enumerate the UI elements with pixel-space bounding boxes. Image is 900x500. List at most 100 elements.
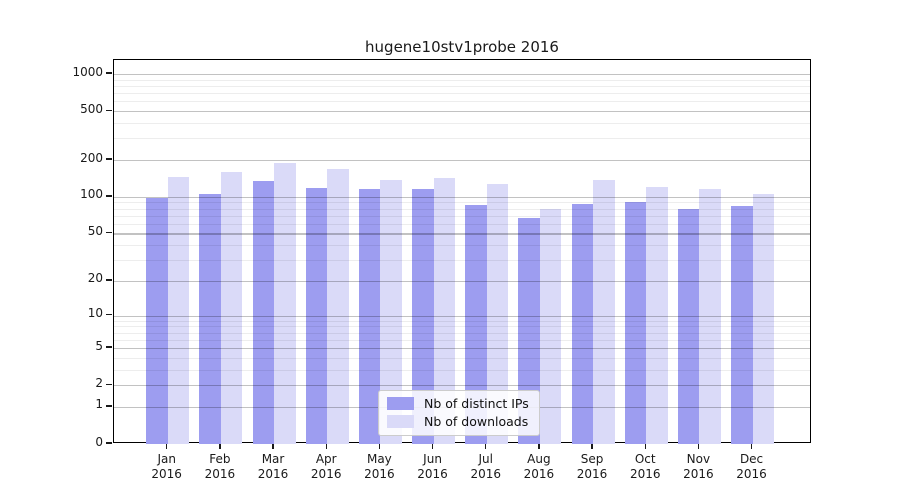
bar-downloads-apr: [327, 169, 349, 444]
bar-distinct-ips-jan: [146, 198, 168, 444]
gridline-minor-800: [114, 85, 810, 87]
x-tick-feb: [219, 444, 221, 449]
y-tick-label-20: 20: [87, 271, 103, 286]
x-tick-dec: [750, 444, 753, 449]
y-tick-50: [106, 231, 112, 234]
x-tick-label-apr: Apr 2016: [310, 452, 342, 481]
gridline-major-100: [114, 196, 810, 199]
x-tick-label-sep: Sep 2016: [576, 452, 608, 481]
x-tick-jun: [431, 444, 434, 449]
x-tick-may: [378, 444, 381, 449]
gridline-minor-70: [114, 215, 810, 217]
y-tick-5: [106, 346, 112, 348]
gridline-major-1000: [114, 74, 810, 76]
y-tick-10: [106, 313, 112, 316]
gridline-minor-6: [114, 339, 810, 341]
gridline-major-500: [114, 111, 810, 113]
bar-distinct-ips-apr: [305, 188, 328, 444]
x-tick-jan: [166, 444, 168, 449]
y-tick-label-1000: 1000: [72, 64, 103, 79]
bar-distinct-ips-dec: [731, 206, 753, 444]
bar-distinct-ips-aug: [518, 218, 540, 444]
gridline-minor-30: [114, 260, 810, 262]
bar-downloads-jan: [167, 177, 190, 444]
y-tick-20: [106, 279, 112, 281]
x-tick-label-mar: Mar 2016: [257, 452, 289, 481]
gridline-minor-300: [114, 138, 810, 140]
chart-title: hugene10stv1probe 2016: [365, 38, 559, 56]
bar-downloads-may: [380, 180, 402, 444]
bar-downloads-jun: [433, 177, 456, 444]
bar-distinct-ips-may: [358, 189, 381, 444]
x-tick-mar: [272, 444, 274, 449]
gridline-major-50: [114, 233, 810, 235]
gridline-minor-60: [114, 223, 810, 225]
bar-downloads-sep: [593, 180, 615, 444]
bar-distinct-ips-mar: [252, 180, 275, 444]
x-tick-apr: [325, 444, 327, 449]
y-tick-500: [106, 109, 112, 111]
legend-item-distinct-ips: Nb of distinct IPs: [387, 396, 529, 411]
gridline-major-10: [114, 315, 810, 317]
legend-swatch-downloads: [387, 415, 414, 428]
gridline-major-200: [114, 160, 810, 162]
gridline-minor-9: [114, 320, 810, 322]
gridline-minor-700: [114, 93, 810, 95]
y-tick-1000: [106, 72, 112, 74]
bar-downloads-jul: [486, 184, 509, 444]
bar-downloads-mar: [274, 163, 296, 444]
y-tick-label-100: 100: [80, 187, 103, 202]
bar-distinct-ips-jul: [465, 204, 487, 444]
bar-distinct-ips-sep: [571, 204, 594, 444]
x-tick-label-aug: Aug 2016: [523, 452, 555, 481]
y-tick-label-200: 200: [80, 150, 103, 165]
x-tick-label-may: May 2016: [364, 452, 395, 481]
x-tick-label-feb: Feb 2016: [204, 452, 236, 481]
y-tick-label-1: 1: [95, 397, 103, 412]
y-tick-1: [106, 405, 112, 407]
bar-downloads-nov: [699, 188, 721, 444]
x-tick-label-nov: Nov 2016: [683, 452, 714, 481]
x-tick-label-oct: Oct 2016: [629, 452, 661, 481]
bar-distinct-ips-jun: [412, 189, 434, 444]
plot-area: [113, 59, 811, 444]
y-tick-200: [106, 158, 112, 160]
legend-label-distinct-ips: Nb of distinct IPs: [424, 396, 529, 411]
y-tick-2: [106, 383, 112, 385]
x-tick-sep: [591, 444, 593, 449]
gridline-minor-900: [114, 79, 810, 81]
x-tick-label-dec: Dec 2016: [736, 452, 767, 481]
y-tick-label-50: 50: [87, 223, 103, 238]
gridline-minor-600: [114, 101, 810, 103]
gridline-minor-7: [114, 332, 810, 334]
gridline-minor-80: [114, 208, 810, 210]
gridline-minor-8: [114, 326, 810, 328]
y-tick-100: [106, 195, 112, 197]
bar-downloads-feb: [220, 171, 243, 444]
legend: Nb of distinct IPs Nb of downloads: [378, 390, 540, 436]
x-tick-label-jun: Jun 2016: [417, 452, 448, 481]
gridline-minor-40: [114, 245, 810, 247]
x-tick-jul: [485, 444, 487, 449]
legend-swatch-distinct-ips: [387, 397, 414, 410]
gridline-major-2: [114, 385, 810, 387]
y-tick-label-2: 2: [95, 375, 103, 390]
y-tick-label-500: 500: [80, 101, 103, 116]
y-tick-label-5: 5: [95, 338, 103, 353]
bar-distinct-ips-feb: [199, 193, 221, 444]
gridline-minor-400: [114, 123, 810, 125]
y-tick-0: [106, 442, 112, 444]
gridline-minor-90: [114, 202, 810, 204]
bar-downloads-aug: [539, 208, 562, 444]
bar-distinct-ips-oct: [624, 202, 647, 444]
bar-distinct-ips-nov: [677, 209, 700, 444]
legend-item-downloads: Nb of downloads: [387, 414, 529, 429]
x-tick-aug: [538, 444, 540, 449]
y-tick-label-0: 0: [95, 434, 103, 449]
x-tick-label-jul: Jul 2016: [470, 452, 501, 481]
legend-label-downloads: Nb of downloads: [424, 414, 529, 429]
x-tick-label-jan: Jan 2016: [151, 452, 182, 481]
gridline-minor-4: [114, 357, 810, 359]
y-tick-label-10: 10: [87, 306, 103, 321]
